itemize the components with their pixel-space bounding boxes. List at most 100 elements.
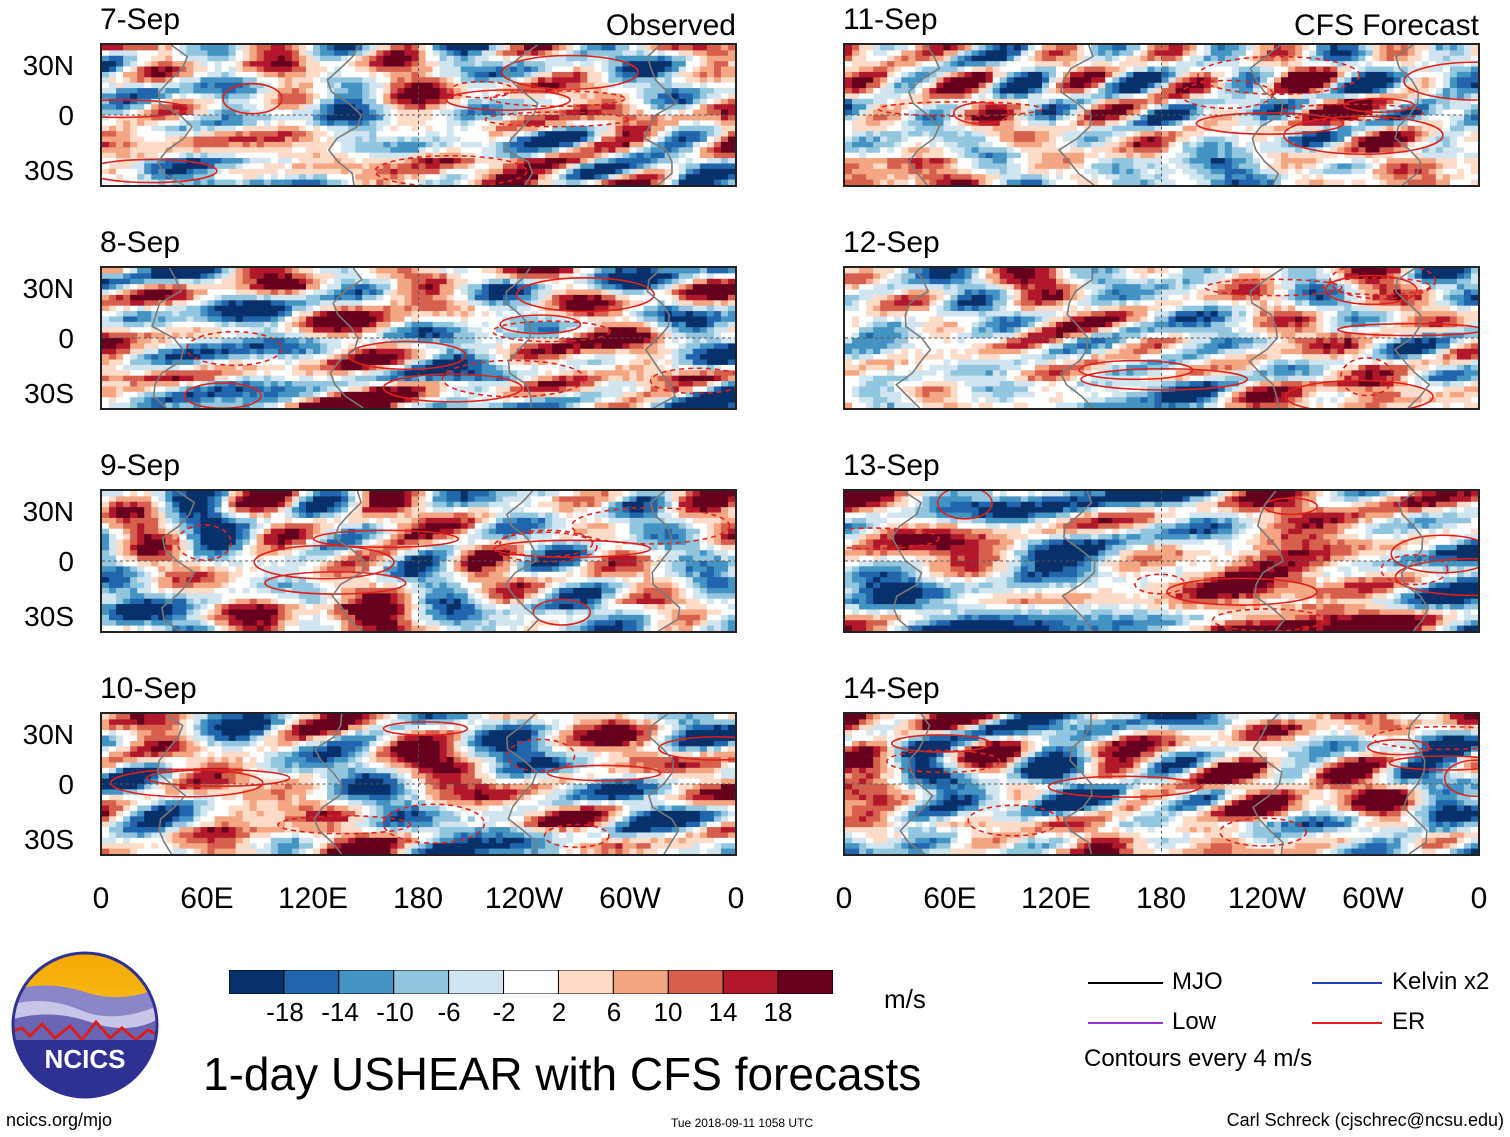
field-cell	[664, 71, 673, 78]
field-cell	[538, 109, 546, 116]
field-cell	[474, 300, 483, 307]
field-cell	[235, 289, 244, 296]
field-cell	[622, 375, 631, 382]
field-cell	[376, 82, 384, 89]
field-cell	[531, 294, 539, 301]
field-cell	[608, 136, 617, 143]
field-cell	[587, 147, 595, 154]
field-cell	[186, 147, 195, 154]
field-cell	[305, 125, 314, 132]
field-cell	[474, 338, 483, 344]
field-cell	[706, 168, 715, 175]
field-cell	[685, 273, 694, 280]
field-cell	[144, 71, 152, 78]
field-cell	[144, 364, 152, 371]
field-cell	[284, 115, 293, 121]
field-cell	[552, 316, 560, 323]
field-cell	[158, 278, 166, 285]
field-cell	[460, 370, 469, 377]
field-cell	[102, 163, 110, 170]
field-cell	[509, 327, 518, 334]
field-cell	[636, 278, 645, 285]
field-cell	[312, 348, 321, 355]
field-cell	[369, 321, 377, 328]
field-cell	[720, 115, 729, 121]
field-cell	[699, 55, 708, 62]
field-cell	[608, 375, 617, 382]
field-cell	[664, 386, 673, 393]
field-cell	[467, 338, 476, 344]
field-cell	[179, 125, 188, 132]
field-cell	[305, 386, 314, 393]
field-cell	[411, 278, 420, 285]
panel-date-2: 8-Sep	[100, 226, 181, 259]
field-cell	[509, 386, 518, 393]
field-cell	[720, 402, 729, 408]
field-cell	[692, 348, 701, 355]
field-cell	[629, 273, 638, 280]
field-cell	[390, 104, 398, 111]
field-cell	[509, 98, 518, 105]
field-cell	[713, 109, 722, 116]
field-cell	[123, 98, 131, 105]
field-cell	[488, 375, 497, 382]
field-cell	[390, 168, 398, 175]
field-cell	[144, 273, 152, 280]
field-cell	[390, 88, 398, 95]
field-cell	[474, 343, 483, 350]
field-cell	[411, 305, 420, 312]
field-cell	[538, 397, 546, 404]
field-cell	[235, 354, 244, 361]
field-cell	[552, 397, 560, 404]
field-cell	[425, 71, 434, 78]
field-cell	[545, 82, 553, 89]
field-cell	[629, 268, 638, 274]
field-cell	[685, 115, 694, 121]
field-cell	[130, 82, 138, 89]
field-cell	[249, 332, 258, 339]
field-cell	[320, 402, 328, 408]
field-cell	[538, 354, 546, 361]
field-cell	[193, 268, 202, 274]
field-cell	[235, 152, 244, 159]
field-cell	[566, 381, 574, 388]
field-cell	[179, 375, 188, 382]
field-cell	[256, 300, 265, 307]
field-cell	[446, 386, 455, 393]
field-cell	[327, 491, 335, 497]
field-cell	[706, 66, 715, 73]
field-cell	[327, 104, 335, 111]
field-cell	[524, 104, 532, 111]
field-cell	[270, 294, 279, 301]
field-cell	[291, 300, 300, 307]
field-cell	[383, 109, 391, 116]
field-cell	[488, 370, 497, 377]
field-cell	[629, 88, 638, 95]
field-cell	[165, 168, 173, 175]
field-cell	[348, 391, 356, 398]
field-cell	[305, 158, 314, 165]
field-cell	[488, 71, 497, 78]
field-cell	[312, 305, 321, 312]
field-cell	[425, 397, 434, 404]
field-cell	[488, 348, 497, 355]
field-cell	[622, 364, 631, 371]
field-cell	[524, 364, 532, 371]
field-cell	[130, 147, 138, 154]
field-cell	[411, 168, 420, 175]
field-cell	[200, 50, 209, 57]
field-cell	[109, 71, 117, 78]
field-cell	[467, 501, 476, 508]
field-cell	[460, 93, 469, 100]
field-cell	[249, 82, 258, 89]
field-cell	[207, 77, 216, 84]
field-cell	[531, 284, 539, 291]
field-cell	[545, 496, 553, 503]
field-cell	[587, 381, 595, 388]
field-cell	[418, 179, 427, 185]
field-cell	[249, 300, 258, 307]
field-cell	[404, 289, 413, 296]
field-cell	[214, 109, 223, 116]
field-cell	[678, 77, 687, 84]
field-cell	[320, 305, 328, 312]
